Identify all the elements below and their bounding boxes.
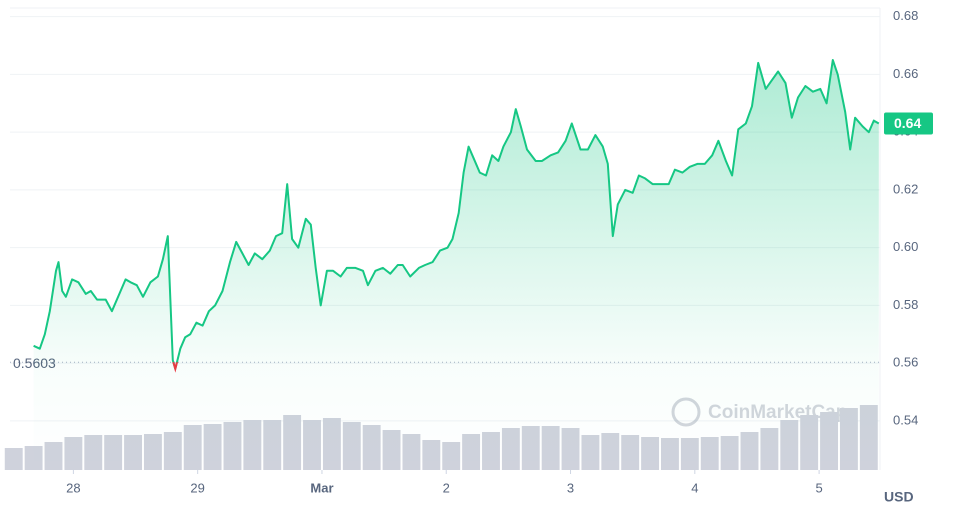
y-tick-label: 0.68 xyxy=(893,8,918,23)
price-area xyxy=(33,60,879,470)
price-line xyxy=(33,59,880,370)
x-tick-label: 28 xyxy=(66,480,80,495)
y-tick-label: 0.56 xyxy=(893,355,918,370)
y-axis-label: USD xyxy=(884,489,914,505)
volume-bar xyxy=(4,448,23,470)
y-tick-label: 0.66 xyxy=(893,66,918,81)
price-badge xyxy=(884,112,933,135)
x-tick-label: 29 xyxy=(190,480,204,495)
x-tick-label: Mar xyxy=(310,480,333,495)
y-tick-label: 0.60 xyxy=(893,239,918,254)
x-tick-label: 2 xyxy=(443,480,450,495)
price-badge-label: 0.64 xyxy=(894,115,921,131)
y-tick-label: 0.54 xyxy=(893,412,918,427)
x-tick-label: 5 xyxy=(815,480,822,495)
x-tick-label: 4 xyxy=(691,480,698,495)
y-tick-label: 0.62 xyxy=(893,181,918,196)
y-tick-label: 0.58 xyxy=(893,297,918,312)
x-tick-label: 3 xyxy=(567,480,574,495)
